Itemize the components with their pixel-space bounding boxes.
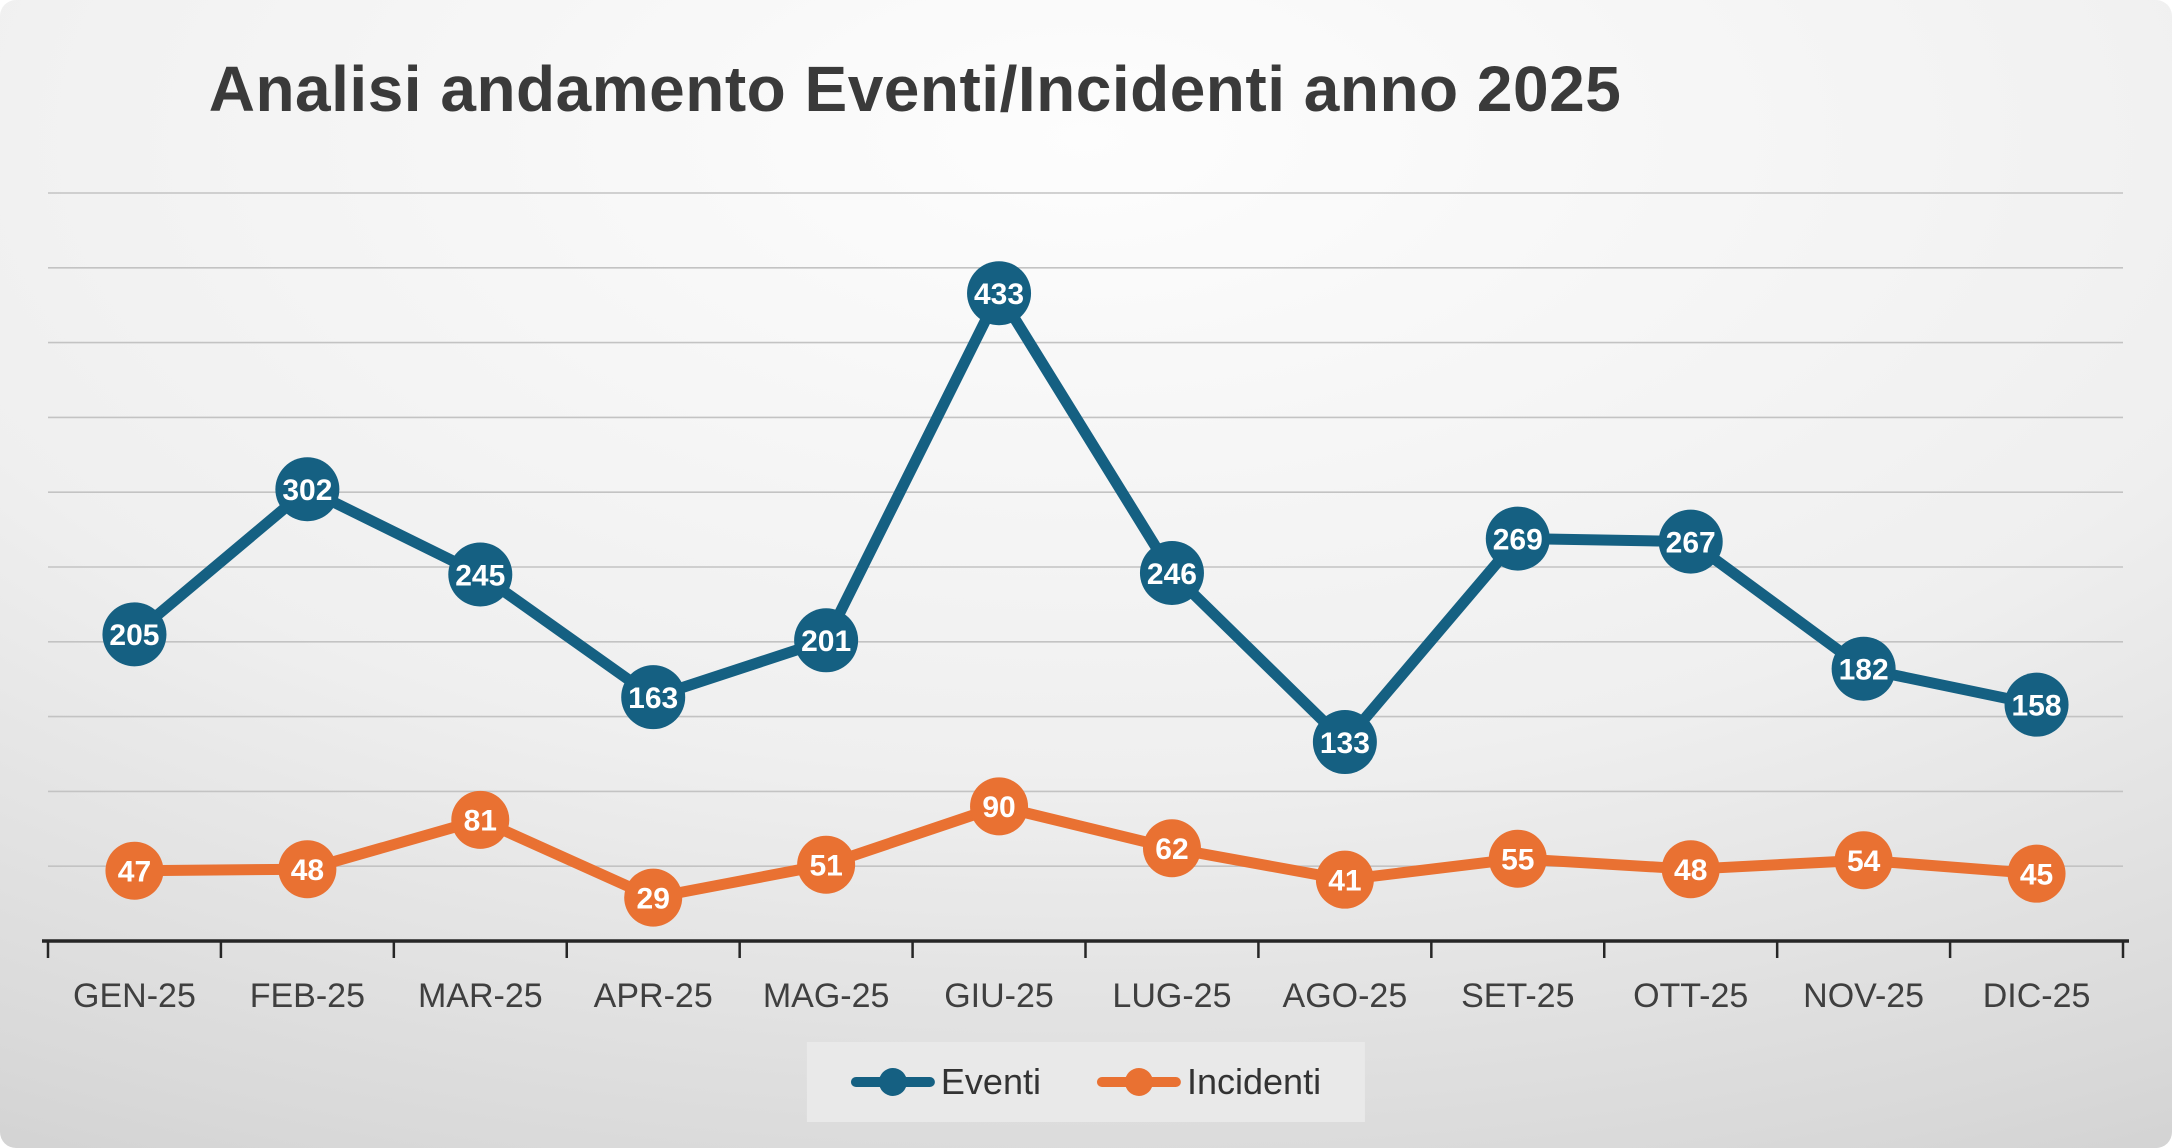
data-point-label: 182	[1839, 654, 1889, 687]
x-axis-label: MAR-25	[418, 977, 543, 1015]
data-point-label: 163	[628, 682, 678, 715]
data-point-label: 48	[1674, 854, 1707, 887]
data-point-label: 246	[1147, 558, 1197, 591]
data-point-label: 51	[809, 850, 842, 883]
data-point-marker-eventi	[1831, 636, 1896, 701]
x-axis-label: MAG-25	[763, 977, 890, 1015]
legend-item-eventi: Eventi	[850, 1061, 1041, 1103]
data-point-marker-incidenti	[1315, 850, 1374, 909]
x-axis-label: DIC-25	[1983, 977, 2091, 1015]
data-point-label: 269	[1493, 523, 1543, 556]
eventi-line-marker-icon	[850, 1067, 935, 1097]
data-point-label: 55	[1501, 844, 1534, 877]
data-point-marker-incidenti	[2007, 844, 2066, 903]
data-point-marker-eventi	[794, 608, 859, 673]
data-point-marker-eventi	[2004, 672, 2069, 737]
data-point-label: 205	[109, 619, 159, 652]
data-point-marker-incidenti	[1142, 819, 1201, 878]
data-point-label: 245	[455, 559, 505, 592]
data-point-marker-incidenti	[624, 868, 683, 927]
data-point-marker-incidenti	[1488, 829, 1547, 888]
data-point-label: 133	[1320, 727, 1370, 760]
data-point-marker-eventi	[102, 602, 167, 667]
x-axis-label: GIU-25	[944, 977, 1054, 1015]
data-point-label: 47	[118, 855, 151, 888]
data-point-marker-eventi	[1139, 540, 1204, 605]
data-point-marker-eventi	[275, 457, 340, 522]
x-axis-label: APR-25	[594, 977, 713, 1015]
data-point-marker-incidenti	[1661, 840, 1720, 899]
data-point-label: 433	[974, 278, 1024, 311]
x-axis-label: SET-25	[1461, 977, 1574, 1015]
data-point-marker-incidenti	[278, 840, 337, 899]
series-line-eventi	[128, 287, 2043, 748]
incidenti-line-marker-icon	[1096, 1067, 1181, 1097]
data-point-marker-incidenti	[1834, 831, 1893, 890]
data-point-label: 302	[282, 474, 332, 507]
data-point-label: 90	[982, 791, 1015, 824]
x-axis-label: GEN-25	[73, 977, 196, 1015]
data-point-marker-incidenti	[797, 835, 856, 894]
legend-item-incidenti: Incidenti	[1096, 1061, 1322, 1103]
data-point-marker-eventi	[1658, 509, 1723, 574]
x-axis-label: AGO-25	[1283, 977, 1408, 1015]
data-point-marker-eventi	[967, 261, 1032, 326]
data-point-marker-eventi	[1485, 506, 1550, 571]
chart-title: Analisi andamento Eventi/Incidenti anno …	[208, 53, 1622, 125]
data-point-marker-incidenti	[970, 777, 1029, 836]
data-point-marker-eventi	[1312, 710, 1377, 775]
series-line-incidenti	[128, 800, 2043, 904]
eventi-legend-dot	[878, 1068, 907, 1096]
incidenti-legend-dot	[1124, 1068, 1153, 1096]
data-point-label: 158	[2012, 689, 2062, 722]
data-point-label: 41	[1328, 864, 1361, 897]
legend-label-incidenti: Incidenti	[1186, 1061, 1322, 1102]
data-point-marker-incidenti	[105, 841, 164, 900]
x-axis-label: FEB-25	[250, 977, 365, 1015]
data-point-marker-eventi	[448, 542, 513, 607]
data-point-label: 267	[1666, 526, 1716, 559]
data-point-label: 45	[2020, 858, 2053, 891]
x-axis-label: LUG-25	[1112, 977, 1231, 1015]
data-point-label: 48	[291, 854, 324, 887]
data-point-marker-incidenti	[451, 790, 510, 849]
legend: Eventi Incidenti	[806, 1042, 1366, 1122]
x-axis-label: OTT-25	[1633, 977, 1748, 1015]
data-point-label: 54	[1847, 845, 1881, 878]
legend-label-eventi: Eventi	[940, 1061, 1041, 1102]
data-point-label: 62	[1155, 833, 1188, 866]
data-point-label: 29	[637, 882, 670, 915]
data-point-label: 201	[801, 625, 851, 658]
data-point-marker-eventi	[621, 665, 686, 730]
x-axis-label: NOV-25	[1803, 977, 1924, 1015]
data-point-label: 81	[464, 805, 497, 838]
